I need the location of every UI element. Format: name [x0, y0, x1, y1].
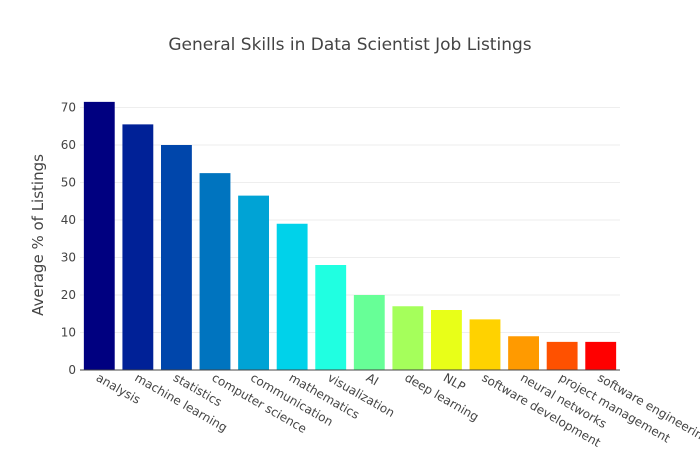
bar-statistics: [161, 145, 192, 370]
bar-ai: [353, 295, 385, 370]
y-axis-label: Average % of Listings: [29, 154, 47, 316]
bar-deep-learning: [392, 306, 424, 370]
bars: [83, 101, 617, 370]
y-tick-label: 10: [61, 326, 76, 340]
y-tick-label: 70: [61, 101, 76, 115]
y-tick-labels: 0 10 20 30 40 50 60 70: [61, 101, 76, 378]
y-tick-label: 20: [61, 288, 76, 302]
bar-software-engineering: [585, 341, 617, 370]
y-tick-label: 0: [68, 363, 76, 377]
bar-computer-science: [199, 173, 231, 370]
bar-nlp: [431, 310, 462, 370]
bar-communication: [238, 195, 269, 370]
y-tick-label: 40: [61, 213, 76, 227]
y-tick-label: 60: [61, 138, 76, 152]
y-tick-label: 50: [61, 176, 76, 190]
x-tick-label: AI: [364, 370, 381, 388]
bar-mathematics: [276, 223, 308, 370]
bar-software-development: [469, 319, 501, 370]
bar-neural-networks: [508, 336, 539, 370]
y-tick-label: 30: [61, 251, 76, 265]
bar-analysis: [83, 101, 115, 370]
x-tick-label: deep learning: [402, 370, 481, 424]
bar-visualization: [315, 265, 347, 370]
chart-title: General Skills in Data Scientist Job Lis…: [168, 35, 531, 55]
bar-project-management: [546, 341, 578, 370]
bar-machine-learning: [122, 124, 154, 370]
